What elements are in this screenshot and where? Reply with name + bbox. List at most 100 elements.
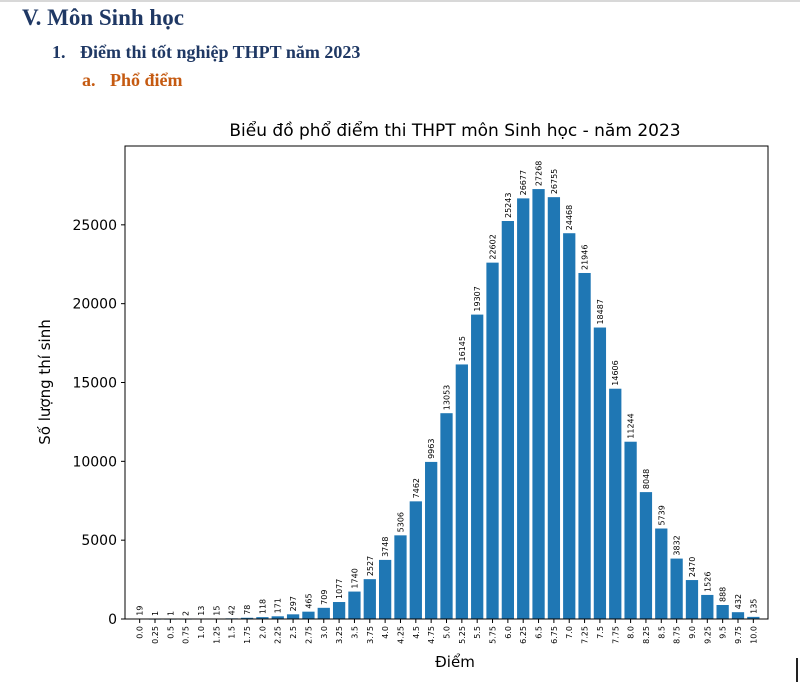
x-tick-label: 0.5	[166, 626, 175, 639]
page-edge-marker	[796, 658, 798, 682]
bar-value-label: 171	[274, 598, 283, 613]
bar-value-label: 888	[719, 587, 728, 602]
bar	[455, 364, 468, 619]
x-tick-label: 2.0	[258, 626, 267, 639]
chart-bars	[133, 189, 760, 620]
y-tick-label: 20000	[72, 297, 117, 313]
bar	[378, 559, 392, 619]
bar-value-label: 118	[258, 599, 267, 614]
x-tick-label: 9.75	[734, 626, 743, 644]
bar-value-label: 465	[304, 593, 313, 608]
bar-value-label: 16145	[458, 336, 467, 361]
x-tick-label: 5.5	[473, 626, 482, 639]
bar	[685, 580, 699, 619]
bar-value-label: 8048	[642, 469, 651, 489]
bar-value-label: 13053	[443, 385, 452, 410]
bar	[440, 413, 453, 619]
bar-value-label: 21946	[581, 245, 590, 270]
bar	[532, 189, 545, 620]
x-tick-label: 6.25	[519, 626, 528, 644]
bar	[317, 607, 330, 619]
bar-value-label: 297	[289, 596, 298, 611]
bar-value-label: 22602	[489, 234, 498, 259]
bar-value-label: 11244	[627, 413, 636, 438]
bar	[547, 197, 561, 619]
section-heading: V. Môn Sinh học	[22, 5, 184, 30]
x-tick-label: 9.5	[719, 626, 728, 639]
bar-value-label: 1	[166, 611, 175, 616]
bar	[471, 314, 484, 619]
chart-x-axis-label: Điểm	[435, 653, 475, 671]
top-divider	[0, 0, 800, 2]
bar	[639, 492, 653, 619]
bar	[425, 461, 438, 619]
x-tick-label: 7.25	[581, 626, 590, 644]
bar-value-label: 135	[749, 599, 758, 614]
x-tick-label: 7.5	[596, 626, 605, 639]
bar	[563, 233, 576, 620]
x-tick-label: 4.75	[427, 626, 436, 644]
bar	[348, 591, 361, 619]
bar-value-label: 15	[212, 606, 221, 616]
x-tick-label: 0.75	[182, 626, 191, 644]
x-tick-label: 5.0	[443, 626, 452, 639]
bar-value-label: 709	[320, 590, 329, 605]
x-tick-label: 1.5	[228, 626, 237, 639]
x-tick-label: 9.25	[703, 626, 712, 644]
x-tick-label: 4.0	[381, 626, 390, 639]
x-tick-label: 3.0	[320, 626, 329, 639]
x-tick-label: 3.5	[350, 626, 359, 639]
x-tick-label: 8.75	[673, 626, 682, 644]
bar-value-label: 2	[182, 611, 191, 616]
bar	[332, 602, 346, 619]
bar	[240, 617, 254, 619]
y-tick-label: 15000	[72, 376, 117, 392]
bar-value-label: 9963	[427, 439, 436, 459]
bar-value-label: 18487	[596, 299, 605, 324]
bar	[655, 528, 668, 619]
x-tick-label: 1.25	[212, 626, 221, 644]
bar-value-label: 27268	[535, 161, 544, 186]
x-tick-label: 2.75	[304, 626, 313, 644]
bar	[501, 221, 515, 620]
x-tick-label: 8.5	[657, 626, 666, 639]
x-tick-label: 6.75	[550, 626, 559, 644]
bar-value-label: 19	[136, 606, 145, 616]
bar-value-label: 24468	[565, 205, 574, 230]
bar-value-label: 432	[734, 594, 743, 609]
chart-y-axis: 0 5000 10000 15000 20000 25000	[72, 218, 125, 628]
x-tick-label: 2.25	[274, 626, 283, 644]
x-tick-label: 6.5	[535, 626, 544, 639]
bar-value-label: 1740	[350, 568, 359, 588]
bar	[670, 558, 683, 619]
bar	[593, 327, 607, 619]
bar-value-label: 1077	[335, 579, 344, 599]
bar	[624, 441, 637, 619]
bar	[271, 616, 284, 619]
x-tick-label: 5.25	[458, 626, 467, 644]
bar	[701, 594, 714, 619]
y-tick-label: 0	[108, 612, 117, 628]
x-tick-label: 3.25	[335, 626, 344, 644]
subsubheading-text: Phổ điểm	[110, 70, 183, 90]
x-tick-label: 6.0	[504, 626, 513, 639]
subsubheading-letter: a.	[82, 70, 96, 90]
bar-value-label: 5739	[657, 505, 666, 525]
bar	[716, 604, 729, 619]
bar	[409, 501, 422, 619]
bar-value-label: 3832	[673, 535, 682, 555]
bar	[302, 611, 315, 619]
bar	[609, 388, 622, 619]
x-tick-label: 0.0	[136, 626, 145, 639]
y-tick-label: 25000	[72, 218, 117, 234]
x-tick-label: 9.0	[688, 626, 697, 639]
bar-value-label: 26755	[550, 169, 559, 194]
bar-value-label: 5306	[396, 512, 405, 532]
subheading: 1. Điểm thi tốt nghiệp THPT năm 2023	[52, 42, 360, 63]
subheading-text: Điểm thi tốt nghiệp THPT năm 2023	[80, 42, 361, 62]
x-tick-label: 4.25	[396, 626, 405, 644]
bar	[747, 616, 760, 619]
chart-plot-frame	[124, 145, 769, 620]
bar	[394, 535, 407, 619]
bar-value-label: 42	[228, 605, 237, 615]
